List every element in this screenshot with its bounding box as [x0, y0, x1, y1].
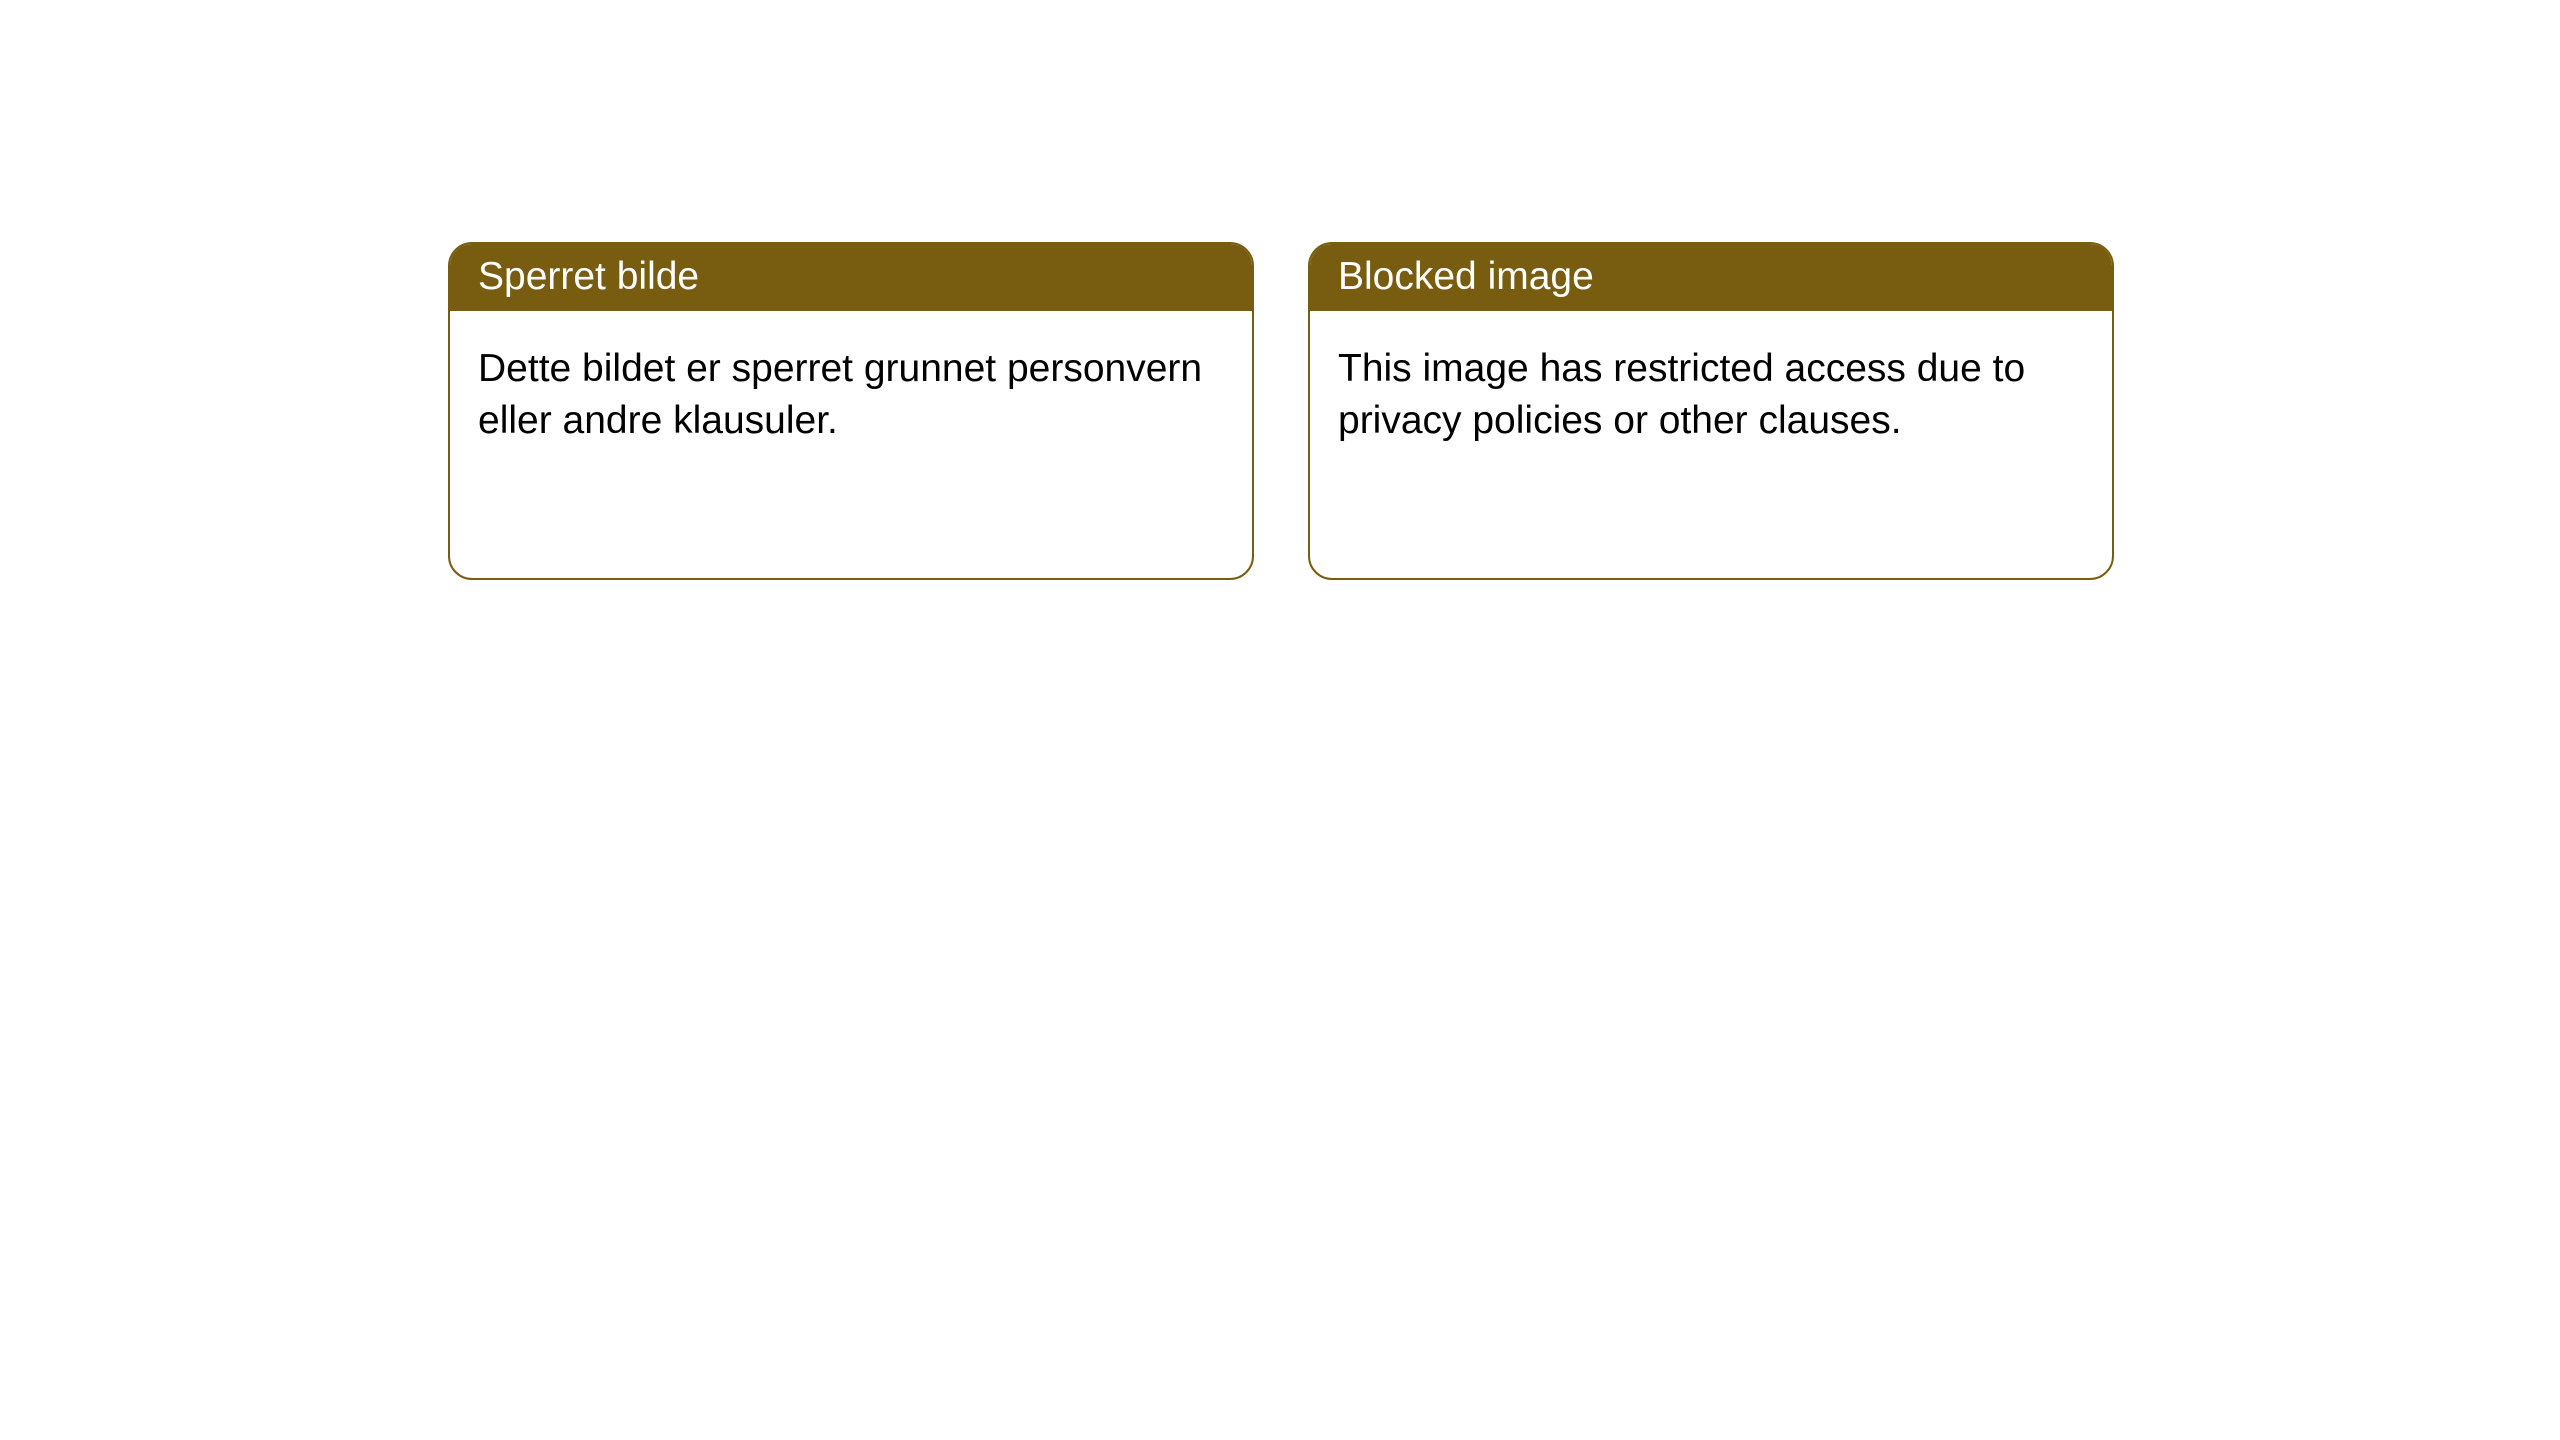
- blocked-image-card-en: Blocked image This image has restricted …: [1308, 242, 2114, 580]
- notice-cards-container: Sperret bilde Dette bildet er sperret gr…: [0, 0, 2560, 580]
- card-body-en: This image has restricted access due to …: [1310, 311, 2112, 480]
- card-header-no: Sperret bilde: [450, 244, 1252, 311]
- card-header-en: Blocked image: [1310, 244, 2112, 311]
- card-body-no: Dette bildet er sperret grunnet personve…: [450, 311, 1252, 480]
- blocked-image-card-no: Sperret bilde Dette bildet er sperret gr…: [448, 242, 1254, 580]
